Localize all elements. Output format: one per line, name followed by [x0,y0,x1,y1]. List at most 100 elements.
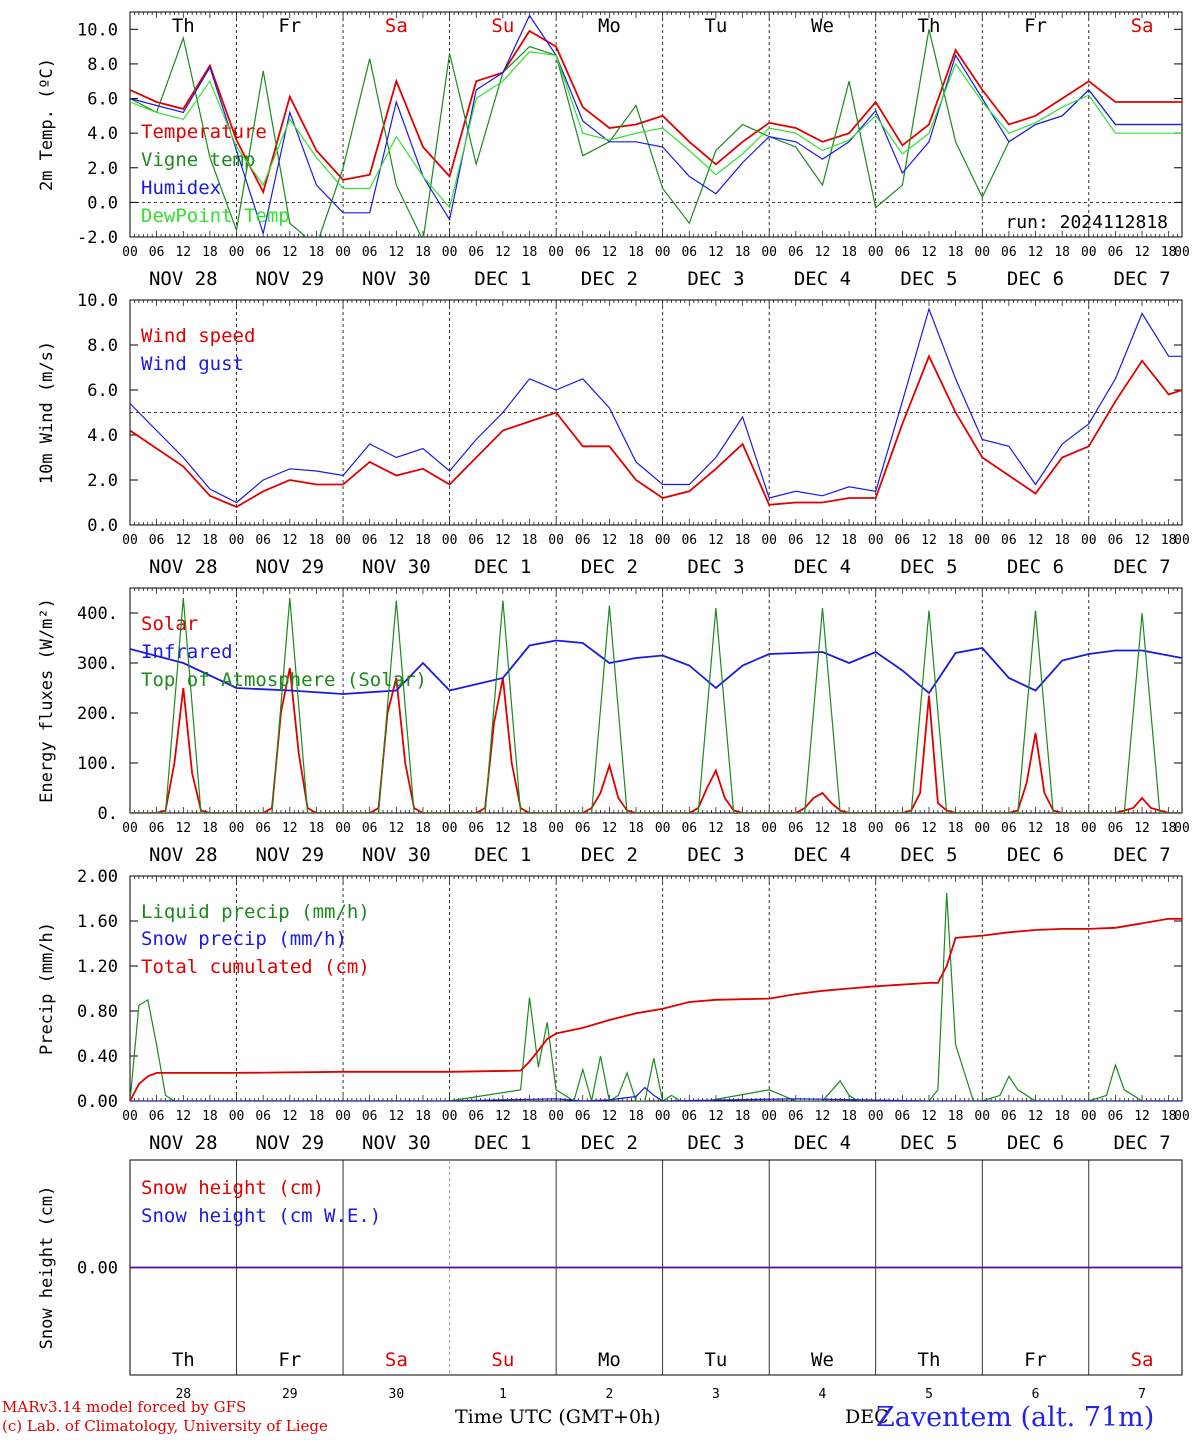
series-line-0 [130,354,1182,509]
y-tick-label: 0.0 [87,193,118,213]
hour-label: 18 [522,821,538,836]
hour-label: 00 [761,1109,777,1124]
hour-label: 12 [1134,533,1150,548]
date-label: DEC 2 [581,1132,638,1154]
weekday-label: Sa [1131,1349,1154,1371]
y-tick-label: 8.0 [87,336,118,356]
weekday-label: Th [172,15,195,37]
series-line-0 [130,667,1182,813]
series-line-3 [130,51,1182,209]
hour-label: 00 [548,821,564,836]
weekday-label: Fr [278,1349,301,1371]
weekday-label: Mo [598,15,621,37]
weekday-label: Tu [704,1349,727,1371]
hour-label: 18 [1054,821,1070,836]
legend-entry: Infrared [141,641,233,663]
y-tick-label: 100. [77,754,118,774]
hour-label: 00 [442,245,458,260]
y-tick-label: 8.0 [87,55,118,75]
hour-label: 12 [389,821,405,836]
hour-label: 18 [841,533,857,548]
hour-label: 06 [1108,533,1124,548]
legend-entry: Vigne temp [141,149,255,171]
date-label: DEC 1 [474,844,531,866]
hour-label: 06 [895,821,911,836]
hour-label: 06 [255,533,271,548]
hour-label: 12 [815,1109,831,1124]
weekday-label: Sa [385,1349,408,1371]
hour-label: 18 [415,1109,431,1124]
panel-3: 0. 100. 200. 300. 400. Energy fluxes (W/m²) So… [37,587,1190,866]
run-label: run: 2024112818 [1005,212,1168,233]
y-tick-label: 200. [77,704,118,724]
hour-label: 06 [149,533,165,548]
date-label: NOV 30 [362,844,431,866]
x-axis-title: Time UTC (GMT+0h) [455,1406,661,1428]
hour-label: 18 [841,821,857,836]
legend-entry: Wind gust [141,353,244,375]
hour-label: 12 [495,533,511,548]
hour-label: 06 [575,533,591,548]
hour-label: 12 [708,1109,724,1124]
hour-label: 18 [735,245,751,260]
legend-entry: Snow precip (mm/h) [141,928,347,950]
hour-label: 06 [788,533,804,548]
hour-label: 12 [1028,1109,1044,1124]
date-label: DEC 2 [581,556,638,578]
hour-label: 00 [1174,245,1190,260]
hour-label: 18 [202,821,218,836]
date-label: DEC 3 [687,1132,744,1154]
hour-label: 18 [202,1109,218,1124]
legend-entry: Snow height (cm) [141,1177,324,1199]
hour-label: 06 [362,245,378,260]
hour-label: 06 [895,1109,911,1124]
hour-label: 06 [1001,533,1017,548]
day-number-label: 7 [1138,1387,1146,1402]
hour-label: 00 [122,821,138,836]
hour-label: 06 [255,245,271,260]
hour-label: 12 [921,1109,937,1124]
station-title: Zaventem (alt. 71m) [876,1402,1155,1433]
y-tick-label: 0.0 [87,516,118,536]
y-axis-label: Snow height (cm) [37,1186,57,1350]
date-label: NOV 30 [362,1132,431,1154]
series-line-0 [130,29,1182,195]
y-axis-label: 10m Wind (m/s) [37,341,57,484]
weekday-label: Th [918,1349,941,1371]
hour-label: 00 [122,533,138,548]
date-label: DEC 5 [900,268,957,290]
date-label: NOV 30 [362,268,431,290]
y-tick-label: 4.0 [87,124,118,144]
date-label: DEC 6 [1007,844,1064,866]
hour-label: 00 [974,533,990,548]
date-label: DEC 1 [474,556,531,578]
date-label: DEC 7 [1113,844,1170,866]
hour-label: 00 [974,821,990,836]
hour-label: 00 [335,533,351,548]
date-label: NOV 29 [255,556,324,578]
hour-label: 06 [149,1109,165,1124]
y-tick-label: 0.40 [77,1047,118,1067]
date-label: DEC 4 [794,556,851,578]
hour-label: 12 [708,821,724,836]
y-tick-label: 300. [77,654,118,674]
date-label: DEC 6 [1007,268,1064,290]
hour-label: 12 [1134,245,1150,260]
hour-label: 00 [1174,1109,1190,1124]
y-tick-label: 1.20 [77,957,118,977]
day-number-label: 4 [819,1387,827,1402]
panel-2: 0.0 2.0 4.0 6.0 8.0 10.0 10m Wind (m/s) Wind sp… [37,291,1190,578]
hour-label: 06 [575,821,591,836]
legend-entry: Top of Atmosphere (Solar) [141,669,427,691]
hour-label: 18 [1054,1109,1070,1124]
hour-label: 18 [1161,533,1177,548]
hour-label: 12 [815,245,831,260]
series-line-2 [130,597,1182,813]
hour-label: 06 [1108,1109,1124,1124]
series-line-1 [130,307,1182,504]
hour-label: 00 [335,821,351,836]
hour-label: 18 [202,245,218,260]
weekday-label: Fr [1024,1349,1047,1371]
panel-1: -2.00.02.04.06.08.010.02m Temp. (ºC) Temp… [37,11,1190,290]
